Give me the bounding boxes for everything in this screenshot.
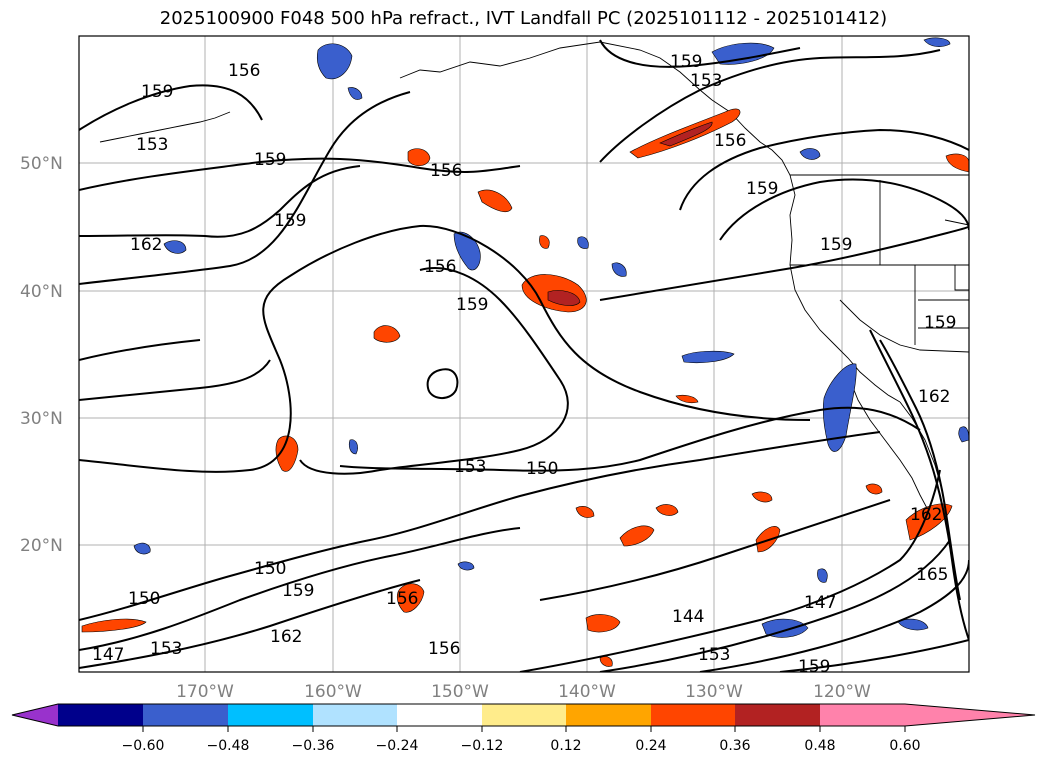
contour-label: 159 xyxy=(670,52,702,72)
lat-label: 20°N xyxy=(20,536,63,556)
contour-label: 162 xyxy=(918,387,950,407)
contour-label: 162 xyxy=(130,235,162,255)
colorbar-extend-low xyxy=(12,704,58,726)
contour-label: 147 xyxy=(92,645,124,665)
colorbar-extend-high xyxy=(905,704,1035,726)
colorbar-tick-label: −0.48 xyxy=(207,738,250,754)
contour-label: 147 xyxy=(804,593,836,613)
contour-label: 153 xyxy=(698,645,730,665)
colorbar-segment xyxy=(735,704,820,726)
map-border xyxy=(78,35,970,673)
contour-label: 156 xyxy=(428,639,460,659)
contour-label: 159 xyxy=(254,150,286,170)
colorbar-segment xyxy=(58,704,143,726)
contour-labels: 159 156 153 159 159 162 156 159 156 159 … xyxy=(92,52,956,677)
lon-labels: 170°W 160°W 150°W 140°W 130°W 120°W xyxy=(176,682,871,702)
colorbar-tick-label: −0.24 xyxy=(376,738,419,754)
map-panel: 159 156 153 159 159 162 156 159 156 159 … xyxy=(79,36,969,677)
contour-label: 159 xyxy=(746,179,778,199)
colorbar-segment xyxy=(313,704,397,726)
contour-label: 165 xyxy=(916,565,948,585)
colorbar-segment xyxy=(820,704,905,726)
lon-label: 150°W xyxy=(431,682,489,702)
colorbar-segment xyxy=(397,704,482,726)
lon-label: 120°W xyxy=(813,682,871,702)
colorbar-tick-label: −0.36 xyxy=(292,738,335,754)
colorbar-tick-label: 0.36 xyxy=(719,738,750,754)
contour-label: 159 xyxy=(282,581,314,601)
contour-label: 150 xyxy=(526,459,558,479)
contour-label: 150 xyxy=(128,589,160,609)
colorbar-segment xyxy=(482,704,566,726)
colorbar-tick-label: 0.12 xyxy=(550,738,581,754)
lat-labels: 50°N 40°N 30°N 20°N xyxy=(20,154,63,556)
lat-label: 30°N xyxy=(20,409,63,429)
contour-label: 162 xyxy=(910,505,942,525)
coastline xyxy=(99,41,969,511)
shading-positive xyxy=(81,108,969,667)
lon-label: 130°W xyxy=(685,682,743,702)
contour-label: 156 xyxy=(430,161,462,181)
contour-label: 159 xyxy=(820,235,852,255)
contour-label: 153 xyxy=(150,639,182,659)
colorbar-segment xyxy=(566,704,651,726)
contour-label: 156 xyxy=(714,131,746,151)
contour-label: 159 xyxy=(141,82,173,102)
lon-label: 160°W xyxy=(304,682,362,702)
contour-label: 156 xyxy=(228,61,260,81)
colorbar-segment xyxy=(651,704,735,726)
colorbar-tick-label: −0.60 xyxy=(122,738,165,754)
colorbar-outline xyxy=(11,703,1036,727)
contour-label: 144 xyxy=(672,607,704,627)
colorbar: −0.60 −0.48 −0.36 −0.24 −0.12 0.12 0.24 … xyxy=(11,703,1036,754)
lon-label: 170°W xyxy=(176,682,234,702)
chart-title: 2025100900 F048 500 hPa refract., IVT La… xyxy=(159,8,888,29)
contour-label: 159 xyxy=(456,295,488,315)
lon-label: 140°W xyxy=(558,682,616,702)
contours xyxy=(79,39,969,672)
lat-label: 50°N xyxy=(20,154,63,174)
colorbar-tick-label: −0.12 xyxy=(461,738,504,754)
contour-label: 153 xyxy=(454,457,486,477)
colorbar-segment xyxy=(228,704,313,726)
colorbar-segment xyxy=(143,704,228,726)
contour-label: 156 xyxy=(386,589,418,609)
lat-label: 40°N xyxy=(20,282,63,302)
contour-label: 153 xyxy=(690,71,722,91)
contour-label: 162 xyxy=(270,627,302,647)
contour-label: 159 xyxy=(274,211,306,231)
colorbar-tick-label: 0.60 xyxy=(889,738,920,754)
colorbar-tick-label: 0.24 xyxy=(635,738,666,754)
contour-label: 153 xyxy=(136,135,168,155)
contour-label: 159 xyxy=(798,657,830,677)
contour-label: 156 xyxy=(424,257,456,277)
contour-label: 159 xyxy=(924,313,956,333)
contour-label: 150 xyxy=(254,559,286,579)
shading-negative xyxy=(133,37,969,638)
colorbar-tick-label: 0.48 xyxy=(804,738,835,754)
